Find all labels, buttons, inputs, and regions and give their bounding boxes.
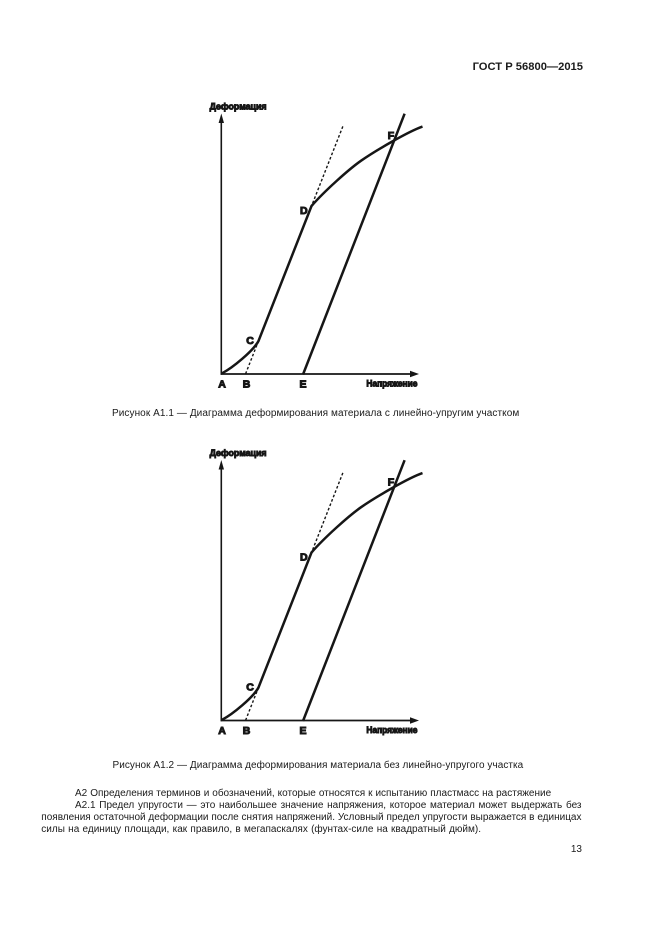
svg-text:C: C xyxy=(246,682,254,694)
svg-text:Напряжение: Напряжение xyxy=(366,378,417,389)
svg-text:Напряжение: Напряжение xyxy=(366,725,417,736)
svg-text:A: A xyxy=(218,378,226,390)
svg-text:D: D xyxy=(300,552,308,564)
svg-text:D: D xyxy=(300,205,308,217)
svg-text:C: C xyxy=(246,335,254,347)
svg-text:F: F xyxy=(388,130,395,142)
svg-text:B: B xyxy=(243,378,251,390)
svg-text:F: F xyxy=(388,477,395,489)
svg-text:Деформация: Деформация xyxy=(210,101,267,112)
svg-text:E: E xyxy=(299,378,306,390)
svg-text:Деформация: Деформация xyxy=(210,448,267,459)
svg-text:B: B xyxy=(243,725,251,737)
svg-text:E: E xyxy=(299,725,306,737)
svg-text:A: A xyxy=(218,725,226,737)
